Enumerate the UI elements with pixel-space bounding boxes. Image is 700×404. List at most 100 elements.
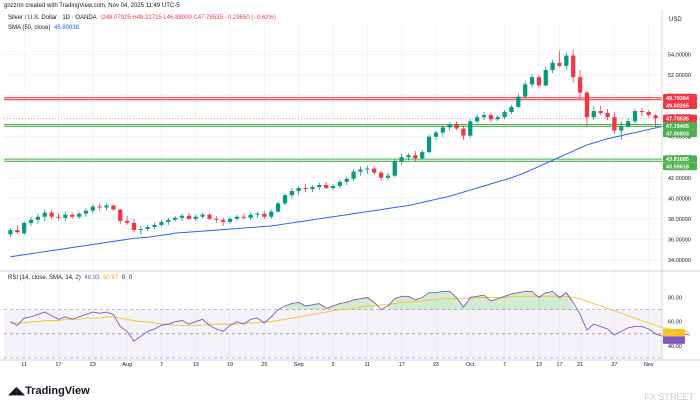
candle [625,118,631,128]
price-level-label: 47.19405 [666,124,689,130]
candle-body [653,115,658,119]
candle-body [8,230,13,235]
candle-body [173,217,178,220]
candle-body [358,169,363,172]
candle [296,185,301,196]
candle-body [543,69,548,86]
candle [97,203,102,211]
price-tick-label: 38.00000 [668,217,691,223]
candle [324,181,329,190]
price-tick-label: 46.00000 [668,135,691,141]
candle-body [234,216,240,219]
candle [619,121,624,140]
candle-body [351,171,356,179]
candle [63,211,68,221]
fxstreet-watermark: FX STREET [644,392,694,402]
candle-body [324,184,329,189]
candle-body [406,155,411,158]
sma-line [10,121,691,258]
candle-body [124,220,130,223]
candle-body [166,219,171,222]
sma-legend[interactable]: SMA (50, close) 45.80038 [8,25,79,31]
candle-body [454,124,459,129]
time-tick-label: Nov [644,362,654,368]
candle-body [296,188,301,192]
candle [509,104,514,115]
symbol-title[interactable]: Silver / U.S. Dollar · 1D · OANDA [8,15,97,21]
time-tick-label: Oct [466,362,475,368]
rsi-ma-scale-label-bg [663,328,685,337]
candle-body [70,214,75,217]
candle [420,150,425,161]
candle [317,182,322,191]
rsi-line [10,290,690,342]
candle-body [317,184,322,187]
candle-body [516,96,521,107]
candle [200,212,205,219]
candle [529,74,535,88]
created-by-note: gnzzrm created with TradingView.com, Nov… [4,3,180,9]
candle-body [571,55,576,78]
candle [193,214,198,221]
time-tick-label: Aug [122,362,132,368]
candle [426,134,432,154]
candle [234,214,240,221]
currency-label: USD [669,17,682,23]
price-level-label: 43.59618 [666,165,689,171]
candle [179,213,185,221]
price-level-label-bg [663,155,697,163]
sma-layer [10,121,691,258]
candle-body [200,214,205,217]
candle [241,213,246,220]
candle [282,193,288,206]
ohlc-values: O48.07925 H48.22715 L46.88000 C47.78535 … [101,15,276,21]
candle [56,213,61,220]
candle [523,81,528,99]
candle-body [605,113,610,118]
candle [104,203,109,211]
time-tick-label: 7 [503,362,506,368]
candle-body [598,111,603,114]
candle-body [619,126,624,131]
candle [468,119,473,138]
price-level-label: 47.78535 [666,116,689,122]
price-level-label: 43.81685 [666,157,689,163]
candle [15,224,20,235]
price-level-label: 49.60265 [666,103,689,109]
candle-body [303,188,308,190]
candle [454,121,459,131]
candle-body [83,210,89,214]
candle-body [97,206,102,208]
price-level-label: 49.79364 [666,96,690,102]
candle [124,215,130,225]
candle [275,201,281,213]
rsi-legend-value: 48.93 [84,275,100,281]
rsi-legend[interactable]: RSI (14, close, SMA, 14, 2) 48.93 50.97 … [8,275,132,281]
price-level-label-bg [663,129,697,138]
candle-body [289,191,294,196]
candle [406,153,411,161]
price-level-label-bg [663,94,697,102]
time-tick-label: Sep [294,362,304,368]
candle-body [104,205,109,208]
rsi-legend-label: RSI (14, close, SMA, 14, 2) [8,275,81,281]
candle-body [488,115,493,120]
time-tick-label: 17 [55,362,61,368]
candle [90,204,95,214]
candle-body [639,111,644,113]
candle [118,208,123,224]
candle [447,122,452,131]
candle-body [28,219,34,223]
candle [605,108,610,121]
candle [186,212,192,220]
resistance-zone [4,97,662,100]
candle [358,166,363,176]
candle [145,224,150,232]
candle [399,154,404,165]
candle-body [468,121,473,136]
rsi-lines [10,290,690,342]
candle [8,228,13,238]
time-tick-label: 17 [556,362,562,368]
candle [392,159,397,177]
price-tick-label: 54.00000 [668,53,691,59]
